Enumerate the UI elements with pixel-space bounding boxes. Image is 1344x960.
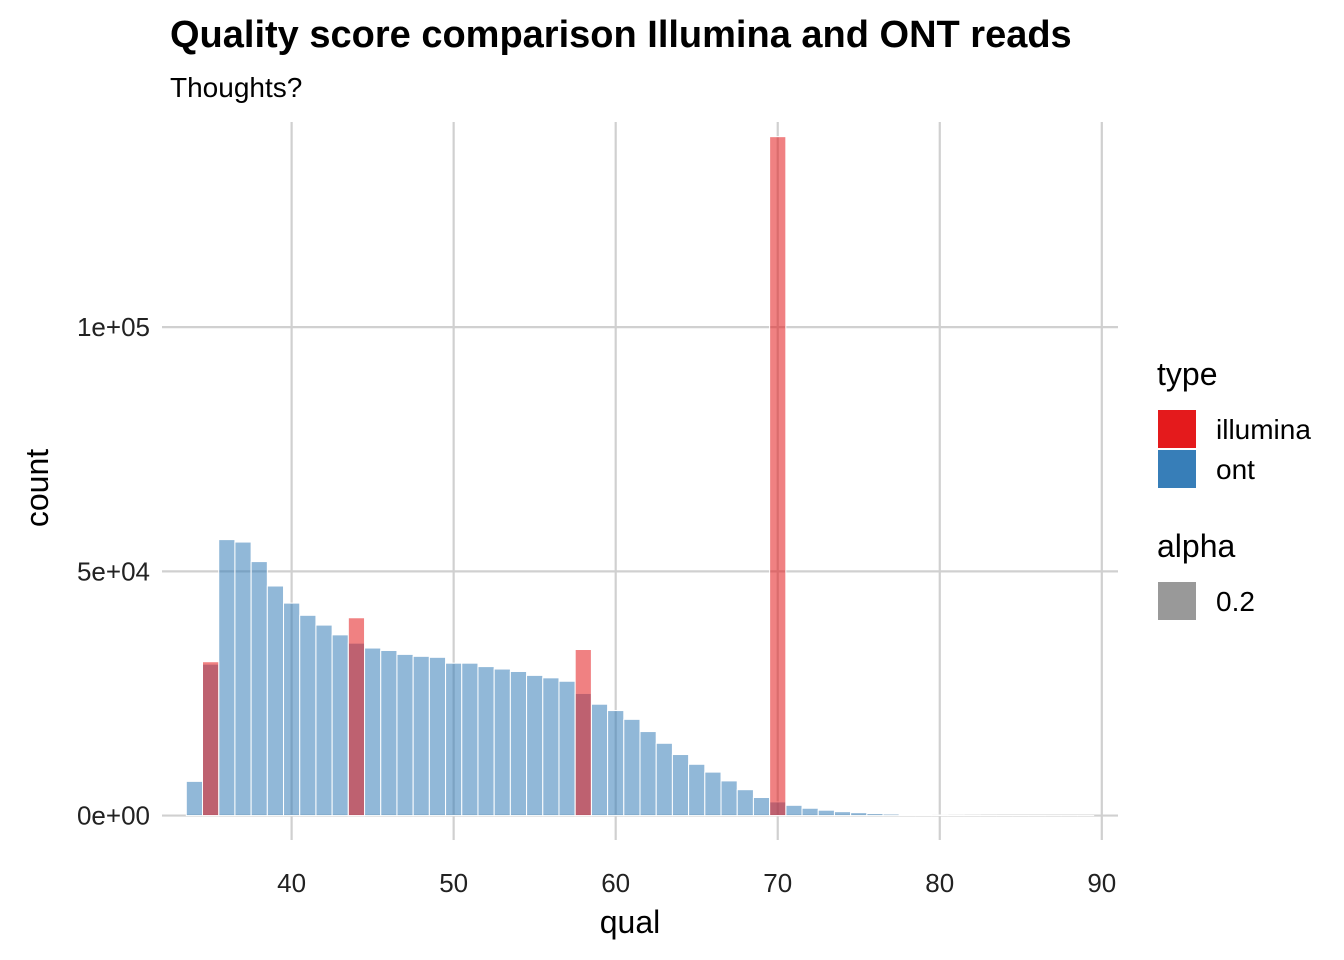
y-tick-label: 5e+04 bbox=[77, 556, 150, 586]
legend-key-ont bbox=[1158, 450, 1196, 488]
ont-bar bbox=[364, 647, 382, 817]
ont-bar bbox=[833, 811, 852, 817]
x-tick-label: 50 bbox=[439, 868, 468, 898]
ont-bar bbox=[607, 710, 625, 817]
ont-bar bbox=[671, 754, 690, 817]
ont-bar bbox=[266, 585, 285, 817]
ont-bar bbox=[461, 662, 479, 817]
x-tick-label: 60 bbox=[601, 868, 630, 898]
y-tick-label: 1e+05 bbox=[77, 312, 150, 342]
ont-bar bbox=[493, 668, 511, 817]
ont-bar bbox=[623, 718, 641, 817]
legend-label-ont: ont bbox=[1216, 454, 1255, 485]
legend-key-illumina bbox=[1158, 410, 1196, 448]
ont-bars bbox=[185, 539, 1095, 817]
y-axis-ticks: 0e+00 5e+04 1e+05 bbox=[77, 312, 150, 830]
ont-bar bbox=[185, 780, 204, 817]
legend-label-alpha: 0.2 bbox=[1216, 586, 1255, 617]
ont-bar bbox=[704, 771, 722, 817]
illumina-bar bbox=[202, 661, 220, 817]
ont-bar bbox=[509, 670, 528, 817]
y-axis-label: count bbox=[19, 449, 55, 527]
ont-bar bbox=[331, 634, 349, 817]
x-tick-label: 40 bbox=[277, 868, 306, 898]
ont-bar bbox=[817, 809, 835, 817]
ont-bar bbox=[720, 780, 738, 817]
ont-bar bbox=[477, 666, 495, 817]
legend-alpha-title: alpha bbox=[1157, 528, 1236, 564]
ont-bar bbox=[380, 649, 398, 817]
legend-key-alpha bbox=[1158, 582, 1196, 620]
ont-bar bbox=[785, 804, 803, 817]
ont-bar bbox=[882, 813, 900, 817]
ont-bar bbox=[234, 541, 252, 817]
ont-bar bbox=[445, 662, 463, 817]
ont-bar bbox=[299, 614, 317, 817]
illumina-bars bbox=[202, 136, 787, 817]
ont-bar bbox=[315, 624, 333, 817]
chart-subtitle: Thoughts? bbox=[170, 72, 303, 103]
x-axis-ticks: 40 50 60 70 80 90 bbox=[277, 868, 1116, 898]
ont-bar bbox=[655, 742, 673, 817]
x-tick-label: 80 bbox=[925, 868, 954, 898]
ont-bar bbox=[542, 677, 560, 817]
ont-bar bbox=[736, 789, 754, 817]
ont-bar bbox=[250, 561, 268, 817]
ont-bar bbox=[801, 807, 819, 817]
ont-bar bbox=[898, 814, 916, 817]
chart-title: Quality score comparison Illumina and ON… bbox=[170, 14, 1072, 56]
ont-bar bbox=[914, 814, 933, 817]
illumina-bar bbox=[347, 617, 366, 817]
ont-bar bbox=[688, 763, 706, 817]
ont-bar bbox=[590, 703, 609, 817]
ont-bar bbox=[558, 680, 576, 817]
legend-label-illumina: illumina bbox=[1216, 414, 1311, 445]
legend-type-title: type bbox=[1157, 356, 1218, 392]
ont-bar bbox=[428, 656, 447, 817]
x-tick-label: 70 bbox=[763, 868, 792, 898]
x-tick-label: 90 bbox=[1087, 868, 1116, 898]
ont-bar bbox=[218, 539, 236, 817]
illumina-bar bbox=[769, 136, 787, 817]
ont-bar bbox=[639, 731, 657, 817]
y-tick-label: 0e+00 bbox=[77, 801, 150, 831]
illumina-bar bbox=[574, 649, 592, 817]
ont-bar bbox=[396, 653, 414, 817]
ont-bar bbox=[526, 674, 544, 817]
ont-bar bbox=[283, 602, 301, 817]
ont-bar bbox=[850, 812, 868, 817]
ont-bar bbox=[866, 813, 884, 817]
x-axis-label: qual bbox=[600, 904, 661, 940]
ont-bar bbox=[412, 655, 430, 817]
ont-bar bbox=[752, 797, 771, 817]
